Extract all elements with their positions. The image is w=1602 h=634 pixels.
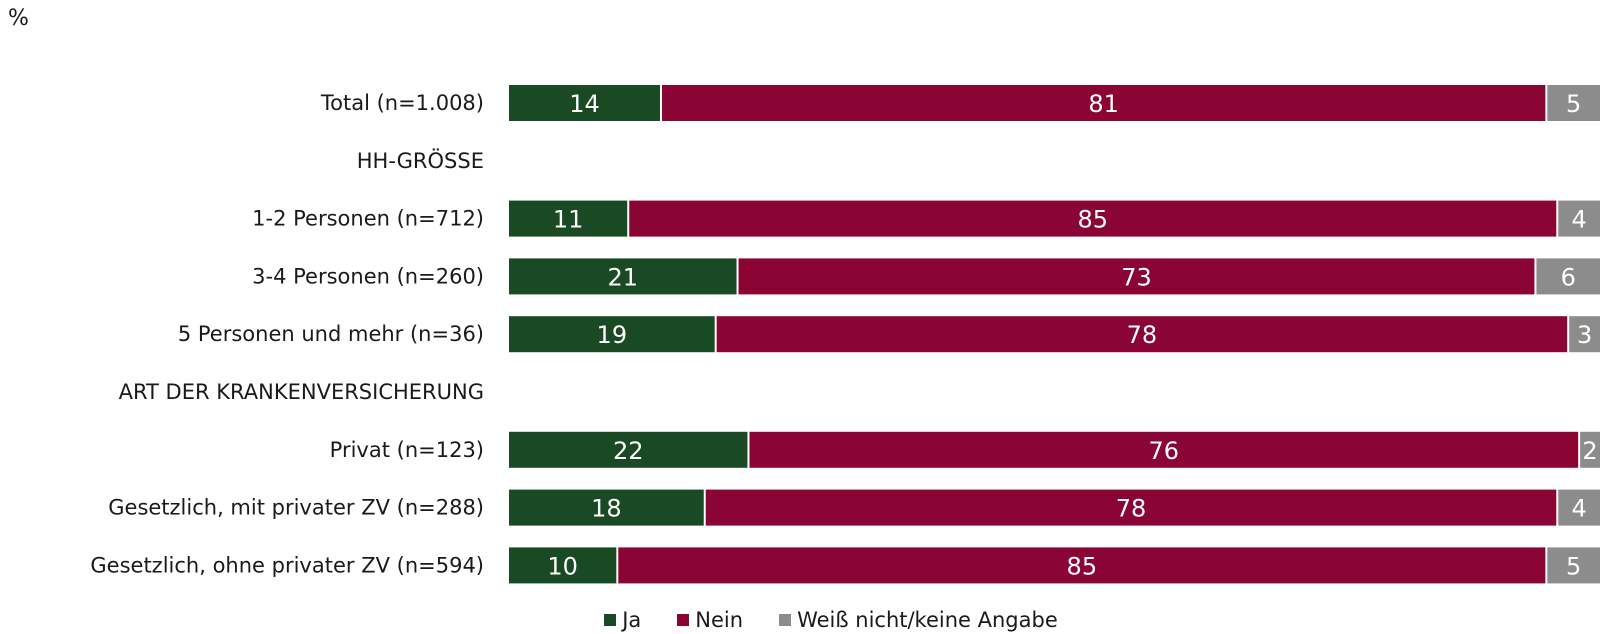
data-label: 81 [1088,90,1119,118]
legend-label: Weiß nicht/keine Angabe [797,608,1058,632]
data-label: 18 [591,495,622,523]
data-label: 10 [547,552,578,580]
category-label: 1-2 Personen (n=712) [252,207,484,231]
bar-segment-ja [509,200,628,237]
data-label: 3 [1577,321,1592,349]
data-label: 78 [1127,321,1158,349]
category-label: Gesetzlich, ohne privater ZV (n=594) [90,553,484,577]
bar-segment-nein [629,200,1557,237]
category-label: 5 Personen und mehr (n=36) [178,322,484,346]
data-label: 5 [1566,90,1581,118]
legend-swatch [604,614,617,626]
category-label: Gesetzlich, mit privater ZV (n=288) [108,496,484,520]
bar-segment-ja [509,547,617,584]
data-label: 11 [553,206,584,234]
category-label: HH-GRÖSSE [357,148,484,173]
data-label: 85 [1067,552,1098,580]
data-label: 4 [1571,495,1586,523]
data-label: 21 [607,263,638,291]
bar-segment-ja [509,431,748,468]
data-label: 73 [1121,263,1152,291]
bar-segment-weiss-nicht [1536,258,1600,295]
bar-segment-nein [705,489,1557,526]
legend-item: Weiß nicht/keine Angabe [779,608,1058,632]
bar-segment-weiss-nicht [1569,316,1600,353]
legend-swatch [677,614,690,626]
category-label: 3-4 Personen (n=260) [252,264,484,288]
data-label: 22 [613,437,644,465]
category-label: ART DER KRANKENVERSICHERUNG [119,380,484,404]
legend-item: Nein [677,608,743,632]
data-label: 76 [1149,437,1180,465]
bar-segment-nein [738,258,1535,295]
legend-label: Ja [622,608,642,632]
data-label: 5 [1566,552,1581,580]
stacked-bar-chart: Total (n=1.008) 14 81 5 HH-GRÖSSE 1-2 Persone… [90,85,1600,584]
data-label: 4 [1571,206,1586,234]
data-label: 19 [597,321,628,349]
bar-segment-nein [618,547,1546,584]
data-label: 85 [1077,206,1108,234]
category-label: Privat (n=123) [330,438,484,462]
bar-segment-ja [509,258,737,295]
bar-segment-nein [716,316,1568,353]
data-label: 14 [569,90,600,118]
bar-segment-ja [509,316,715,353]
bar-segment-weiss-nicht [1547,85,1600,121]
bar-segment-weiss-nicht [1580,431,1600,468]
bar-segment-ja [509,489,704,526]
legend: Ja Nein Weiß nicht/keine Angabe [0,608,1602,632]
data-label: 2 [1582,437,1597,465]
legend-item: Ja [604,608,641,632]
bar-segment-weiss-nicht [1558,200,1600,237]
data-label: 6 [1561,263,1576,291]
category-label: Total (n=1.008) [320,91,484,115]
bar-segment-nein [749,431,1579,468]
legend-label: Nein [695,608,744,632]
legend-swatch [779,614,792,626]
unit-label: % [8,6,29,31]
bar-segment-weiss-nicht [1558,489,1600,526]
bar-segment-weiss-nicht [1547,547,1600,584]
bar-segment-nein [662,85,1546,121]
data-label: 78 [1116,495,1147,523]
bar-segment-ja [509,85,661,121]
